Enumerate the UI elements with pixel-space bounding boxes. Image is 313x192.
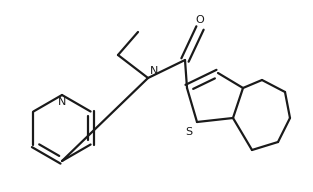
Text: N: N [150, 66, 158, 76]
Text: S: S [185, 127, 192, 137]
Text: O: O [196, 15, 204, 25]
Text: N: N [58, 97, 66, 107]
